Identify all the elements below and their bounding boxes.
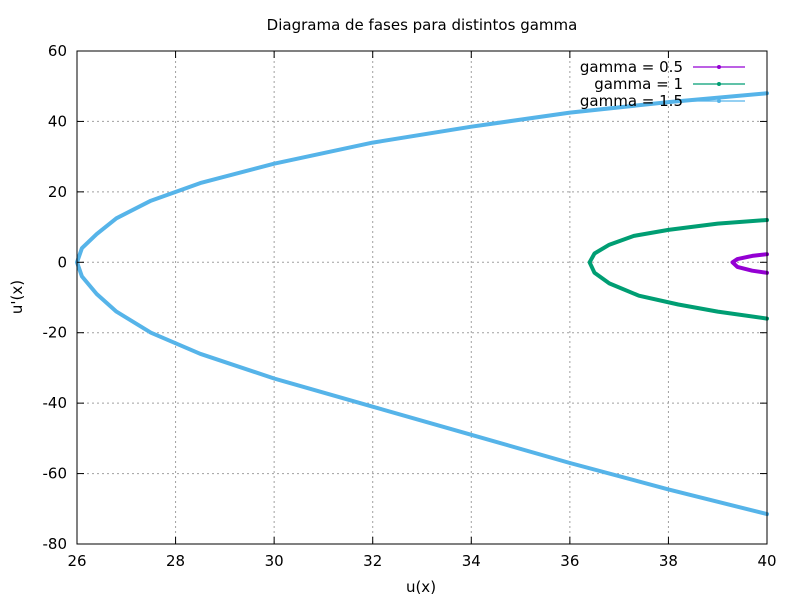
- x-tick-label: 36: [560, 552, 579, 570]
- legend-marker-2: [717, 99, 721, 103]
- y-tick-label: -80: [43, 535, 68, 553]
- plot-frame: [76, 50, 768, 545]
- series-line-1: [587, 218, 769, 321]
- x-tick-label: 34: [462, 552, 481, 570]
- y-tick-label: 0: [57, 253, 67, 271]
- y-tick-label: -20: [43, 324, 68, 342]
- y-tick-label: 40: [48, 112, 67, 130]
- axis-ticks: 26 28 30 32 34 36 38 40 -80 -60 -40 -20 0 20 40 60: [43, 42, 777, 570]
- y-tick-label: 60: [48, 42, 67, 60]
- y-tick-label: 20: [48, 183, 67, 201]
- legend-marker-0: [717, 65, 721, 69]
- x-tick-label: 26: [67, 552, 86, 570]
- y-axis-label: u'(x): [8, 280, 26, 314]
- legend-label-0: gamma = 0.5: [580, 58, 683, 76]
- legend-marker-1: [717, 82, 721, 86]
- x-axis-label: u(x): [406, 578, 436, 596]
- series-line-0: [730, 252, 769, 275]
- x-tick-label: 28: [166, 552, 185, 570]
- legend-label-2: gamma = 1.5: [580, 92, 683, 110]
- y-tick-label: -60: [43, 465, 68, 483]
- series-layer: [75, 91, 769, 517]
- grid-lines: [77, 51, 767, 544]
- x-tick-label: 38: [659, 552, 678, 570]
- legend-label-1: gamma = 1: [594, 75, 683, 93]
- series-line-2: [75, 91, 769, 517]
- chart-title: Diagrama de fases para distintos gamma: [267, 16, 578, 34]
- y-tick-label: -40: [43, 394, 68, 412]
- x-tick-label: 30: [265, 552, 284, 570]
- x-tick-label: 40: [757, 552, 776, 570]
- x-tick-label: 32: [363, 552, 382, 570]
